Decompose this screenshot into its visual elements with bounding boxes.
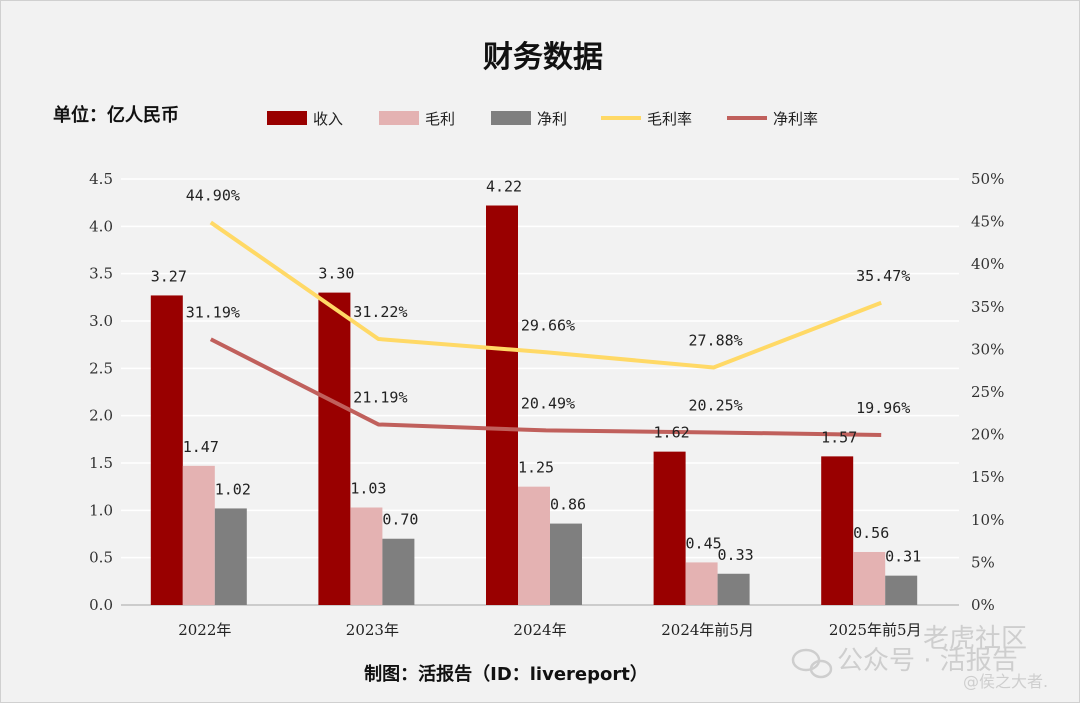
left-tick-label: 4.0 [89,217,113,235]
line-data-label: 44.90% [186,186,240,204]
line-data-label: 31.19% [186,303,240,321]
legend-label: 收入 [313,110,343,128]
line-data-label: 27.88% [689,331,743,349]
bar-data-label: 4.22 [486,178,522,196]
watermark-line3: @侯之大者. [963,672,1048,691]
category-label: 2023年 [346,621,399,639]
bar-净利 [382,538,415,605]
watermark-line1: 老虎社区 [923,624,1027,654]
left-axis: 0.0 0.5 1.0 1.5 2.0 2.5 3.0 3.5 4.0 4.5 [89,170,113,614]
line-data-label: 20.25% [689,396,743,414]
legend-swatch-毛利 [379,111,419,125]
bar-净利 [885,575,918,605]
left-tick-label: 2.5 [89,359,113,377]
line-data-label: 20.49% [521,394,575,412]
legend-label: 毛利率 [647,110,692,128]
bar-收入 [821,456,854,605]
unit-label: 单位：亿人民币 [53,104,179,126]
bar-毛利 [518,486,550,605]
bar-净利 [717,573,750,605]
bar-毛利 [350,507,383,605]
bar-group [150,205,918,606]
legend-label: 净利 [537,110,567,128]
left-tick-label: 2.0 [89,407,113,425]
category-label: 2022年 [178,621,231,639]
bar-收入 [318,292,351,605]
right-tick-label: 10% [971,511,1004,529]
right-tick-label: 0% [971,596,995,614]
left-tick-label: 3.0 [89,312,113,330]
legend-label: 净利率 [773,110,818,128]
bar-收入 [150,295,183,605]
line-data-label: 21.19% [353,388,407,406]
bar-data-label: 0.45 [686,534,722,552]
left-tick-label: 4.5 [89,170,113,188]
bar-净利 [550,523,582,605]
legend: 收入 毛利 净利 毛利率 净利率 [267,110,818,128]
legend-swatch-净利 [491,111,531,125]
bar-净利 [214,508,247,605]
bar-data-label: 3.30 [318,265,354,283]
bar-data-label: 1.02 [215,480,251,498]
bar-收入 [486,205,518,606]
right-tick-label: 35% [971,298,1004,316]
right-tick-label: 45% [971,213,1004,231]
category-label: 2025年前5月 [829,621,922,639]
left-tick-label: 1.5 [89,454,113,472]
right-tick-label: 20% [971,426,1004,444]
bar-data-label: 3.27 [151,267,187,285]
bar-data-label: 0.31 [885,548,921,566]
line-data-label: 29.66% [521,316,575,334]
left-tick-label: 0.5 [89,549,113,567]
bar-data-label: 0.70 [382,511,418,529]
watermark: 老虎社区 公众号 · 活报告 @侯之大者. [791,624,1048,691]
bar-data-label: 1.03 [350,479,386,497]
category-label: 2024年前5月 [661,621,754,639]
bar-毛利 [853,551,886,605]
bar-收入 [653,451,686,605]
left-tick-label: 1.0 [89,501,113,519]
source-note: 制图：活报告（ID：livereport） [364,663,648,685]
category-label: 2024年 [513,621,566,639]
right-tick-label: 50% [971,170,1004,188]
bar-毛利 [685,562,718,605]
line-data-label: 35.47% [856,267,910,285]
data-labels: 3.27 3.30 4.22 1.62 1.57 1.47 1.03 1.25 0.45 0.56… [151,178,922,566]
right-tick-label: 5% [971,553,995,571]
category-axis: 2022年 2023年 2024年 2024年前5月 2025年前5月 [178,621,921,639]
right-tick-label: 30% [971,340,1004,358]
line-group [209,220,882,437]
bar-data-label: 1.57 [821,428,857,446]
right-axis: 0% 5% 10% 15% 20% 25% 30% 35% 40% 45% 50% [971,170,1004,614]
right-tick-label: 25% [971,383,1004,401]
bar-data-label: 0.56 [853,524,889,542]
line-净利率 [209,337,882,437]
bar-data-label: 0.33 [718,546,754,564]
line-data-label: 19.96% [856,399,910,417]
bar-data-label: 1.25 [518,459,554,477]
bar-毛利 [182,465,215,605]
legend-label: 毛利 [425,110,455,128]
right-tick-label: 15% [971,468,1004,486]
chart-title: 财务数据 [483,40,603,75]
right-tick-label: 40% [971,255,1004,273]
wechat-icon [791,648,833,679]
line-毛利率 [209,220,882,370]
legend-swatch-收入 [267,111,307,125]
bar-data-label: 1.62 [654,424,690,442]
left-tick-label: 0.0 [89,596,113,614]
watermark-line2: 公众号 · 活报告 [837,646,1018,676]
bar-data-label: 0.86 [550,496,586,514]
bar-data-label: 1.47 [183,438,219,456]
line-data-label: 31.22% [353,303,407,321]
left-tick-label: 3.5 [89,265,113,283]
